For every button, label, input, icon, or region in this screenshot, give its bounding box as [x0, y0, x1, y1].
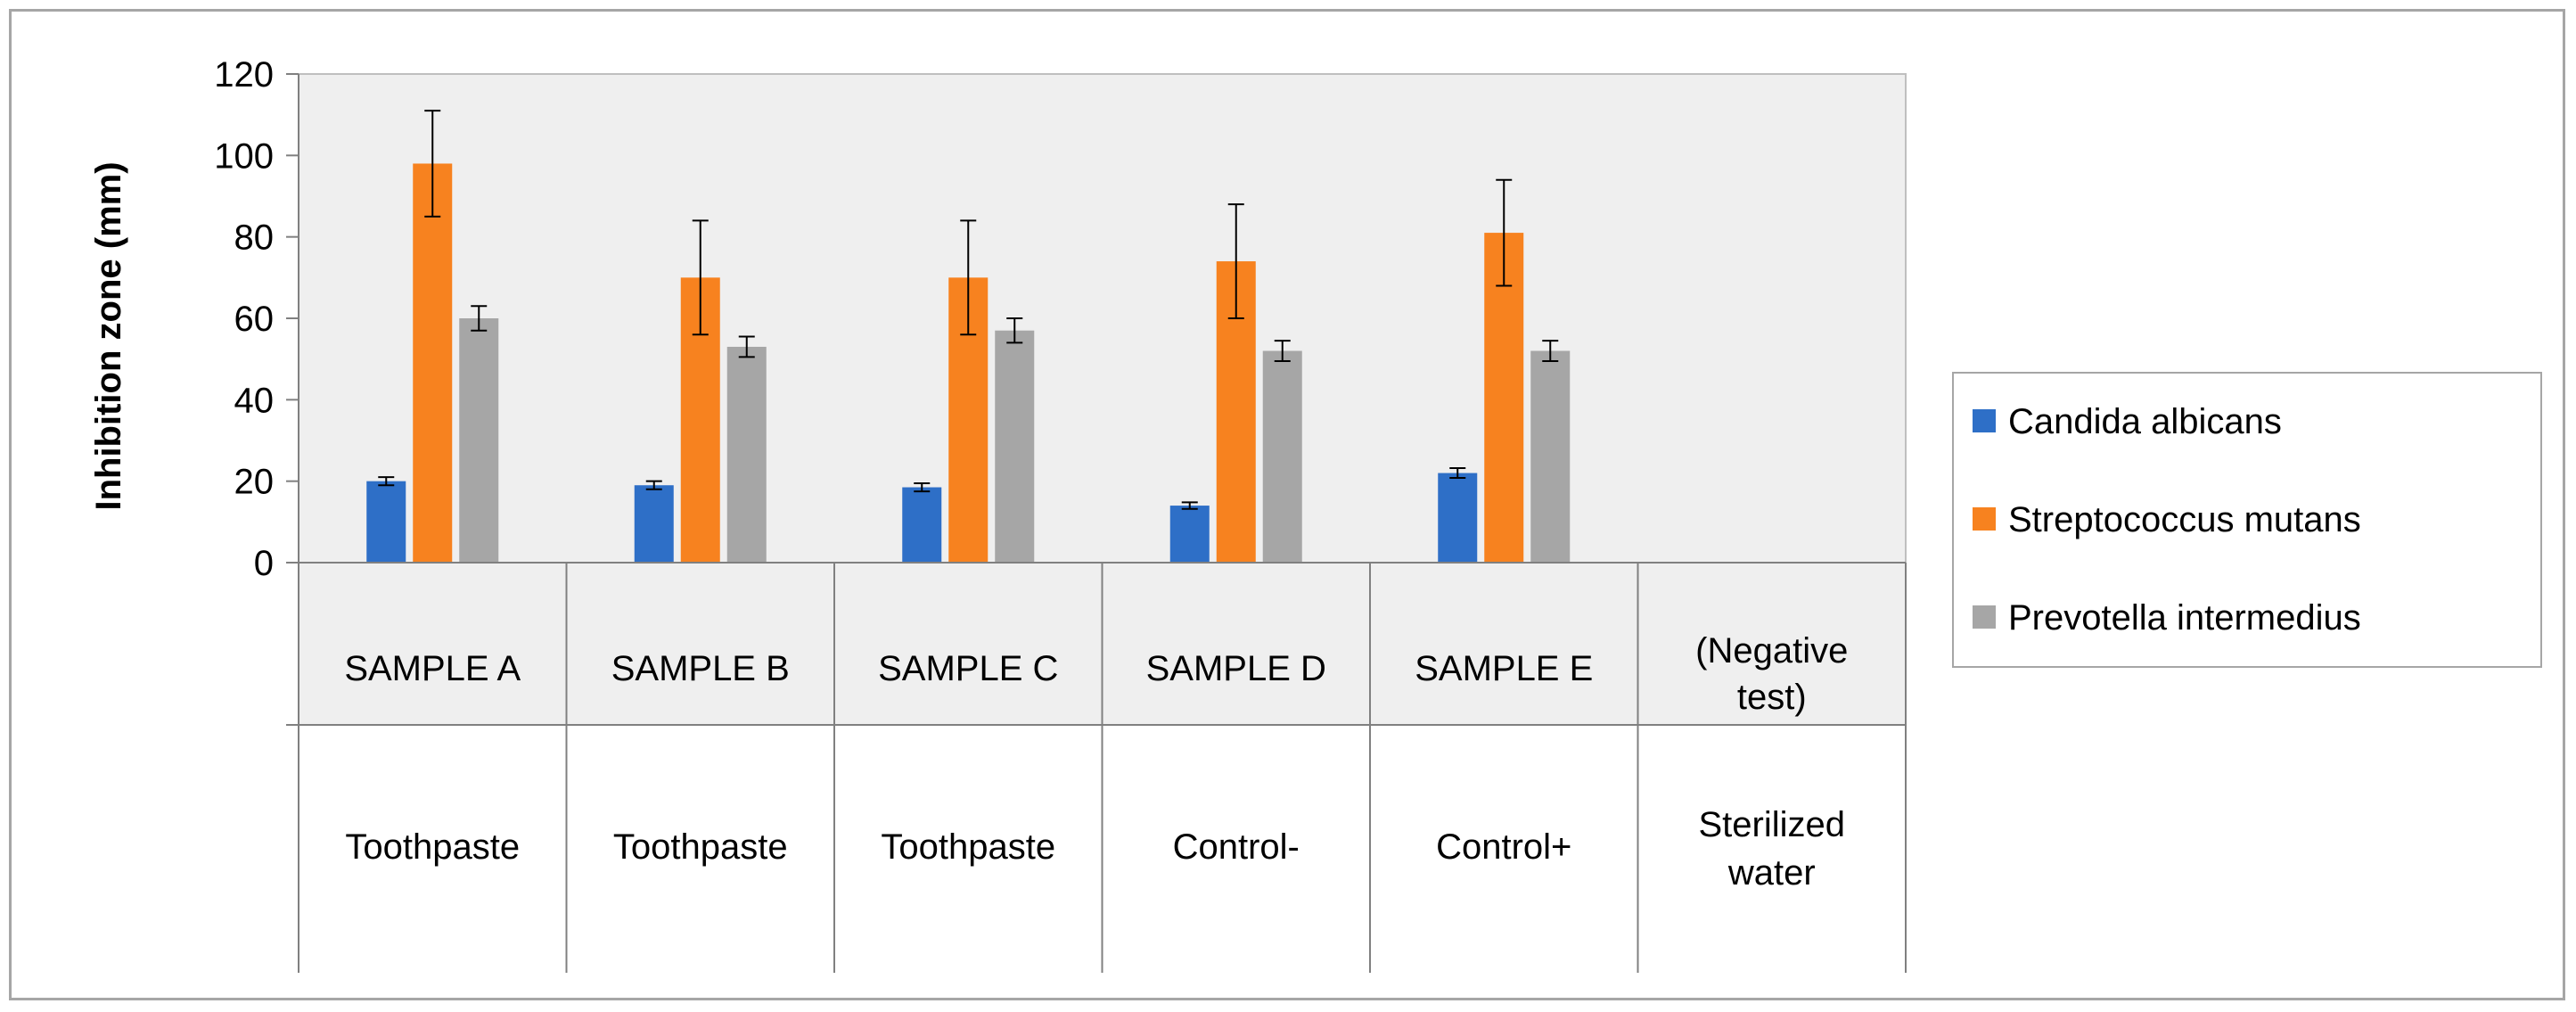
legend-entry: Streptococcus mutans: [2008, 500, 2361, 539]
group-label: Control+: [1436, 827, 1571, 867]
group-label: Toothpaste: [613, 827, 788, 867]
group-label: Control-: [1173, 827, 1300, 867]
category-label: SAMPLE A: [344, 649, 521, 688]
y-tick-label: 80: [234, 218, 275, 258]
category-label: SAMPLE D: [1146, 649, 1326, 688]
chart-frame: 0 20 40 60 80 100 120 Inhibition zone (mm) SAMPL…: [9, 9, 2565, 1000]
y-tick-label: 100: [214, 136, 274, 176]
group-label: Toothpaste: [881, 827, 1055, 867]
legend-swatch: [1973, 605, 1996, 629]
y-axis-label: Inhibition zone (mm): [89, 161, 128, 510]
bar: [726, 346, 767, 563]
bar: [1169, 506, 1210, 563]
legend-swatch: [1973, 507, 1996, 531]
category-label: SAMPLE B: [611, 649, 790, 688]
bar-chart: 0 20 40 60 80 100 120 Inhibition zone (mm) SAMPL…: [89, 55, 2542, 973]
legend-swatch: [1973, 409, 1996, 432]
bar: [1484, 233, 1524, 563]
y-tick-label: 40: [234, 381, 275, 420]
bar: [366, 481, 406, 563]
bar: [634, 485, 674, 563]
bar: [1262, 350, 1302, 563]
group-label: Toothpaste: [345, 827, 520, 867]
legend-entry: Candida albicans: [2008, 402, 2282, 441]
legend-entry: Prevotella intermedius: [2008, 598, 2361, 638]
y-tick-label: 120: [214, 55, 274, 95]
group-label: Sterilized water: [1698, 805, 1845, 893]
y-tick-label: 20: [234, 463, 275, 502]
legend-box: [1952, 372, 2542, 668]
category-label: (Negative test): [1695, 631, 1848, 717]
bar: [1438, 473, 1478, 563]
category-label: SAMPLE E: [1415, 649, 1593, 688]
bar: [1530, 350, 1571, 563]
y-tick-label: 0: [254, 544, 274, 583]
category-label: SAMPLE C: [878, 649, 1058, 688]
bar: [413, 163, 453, 563]
y-tick-label: 60: [234, 300, 275, 339]
bar: [995, 330, 1035, 563]
bar: [459, 318, 499, 563]
bar: [902, 487, 942, 563]
